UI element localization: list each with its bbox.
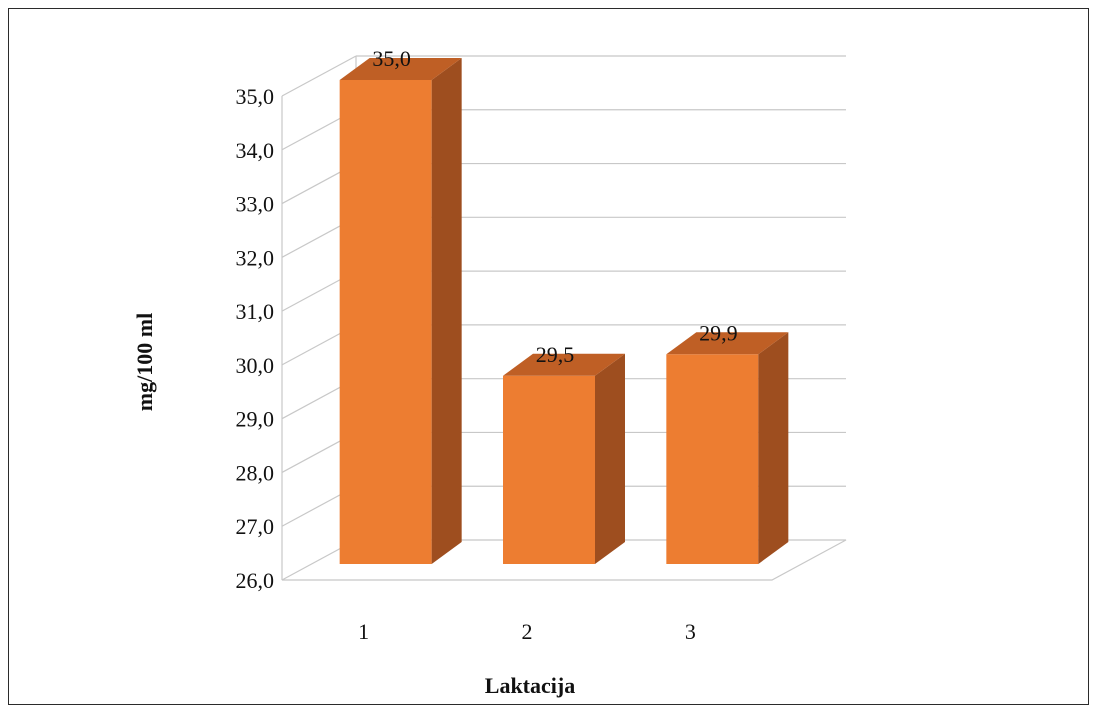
y-tick-label: 30,0 bbox=[236, 353, 275, 378]
bar-front bbox=[666, 354, 759, 564]
x-tick-label: 2 bbox=[522, 619, 533, 644]
data-label: 29,9 bbox=[699, 320, 738, 345]
x-axis-title: Laktacija bbox=[485, 673, 575, 698]
bar-side bbox=[431, 58, 462, 564]
chart-floor bbox=[281, 539, 847, 581]
bar-front bbox=[339, 80, 432, 564]
y-tick-label: 29,0 bbox=[236, 407, 275, 432]
y-tick-label: 31,0 bbox=[236, 299, 275, 324]
bar-side bbox=[758, 332, 789, 564]
data-label: 29,5 bbox=[536, 342, 575, 367]
y-tick-label: 26,0 bbox=[236, 568, 275, 593]
y-tick-label: 32,0 bbox=[236, 245, 275, 270]
data-labels: 35,0 29,5 29,9 bbox=[372, 46, 737, 367]
bar-front bbox=[503, 375, 595, 564]
y-tick-labels: 26,0 27,0 28,0 29,0 30,0 31,0 32,0 33,0 34,0 35,0 bbox=[236, 84, 275, 593]
bar-top bbox=[339, 58, 462, 80]
bar-top bbox=[666, 332, 789, 355]
gridline-side bbox=[281, 55, 357, 97]
x-tick-labels: 1 2 3 bbox=[358, 619, 696, 644]
x-tick-label: 1 bbox=[358, 619, 369, 644]
x-tick-label: 3 bbox=[685, 619, 696, 644]
y-tick-label: 27,0 bbox=[236, 514, 275, 539]
data-label: 35,0 bbox=[372, 46, 411, 71]
y-tick-label: 33,0 bbox=[236, 192, 275, 217]
y-tick-label: 28,0 bbox=[236, 460, 275, 485]
y-tick-label: 35,0 bbox=[236, 84, 275, 109]
bar-top bbox=[503, 353, 625, 376]
y-axis-title: mg/100 ml bbox=[132, 313, 157, 411]
bars bbox=[339, 58, 789, 564]
y-tick-label: 34,0 bbox=[236, 138, 275, 163]
bar-side bbox=[595, 353, 625, 564]
